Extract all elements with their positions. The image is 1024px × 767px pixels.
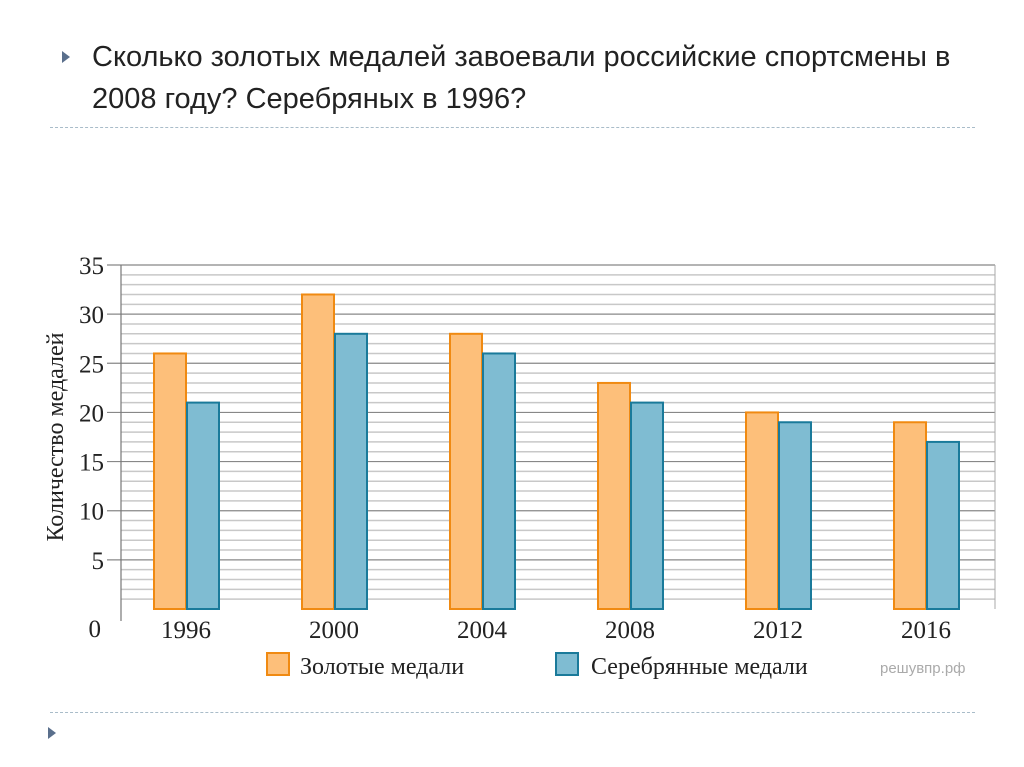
bar-gold (449, 332, 483, 610)
legend-swatch-silver (555, 652, 579, 676)
y-tick-label: 25 (79, 351, 104, 378)
y-tick-label: 0 (89, 616, 102, 643)
y-tick-label: 35 (79, 253, 104, 280)
bar-gold (893, 421, 927, 610)
divider-top (50, 127, 975, 128)
bar-gold (301, 293, 335, 610)
x-tick-label: 2004 (457, 617, 508, 644)
watermark: решувпр.рф (880, 660, 966, 677)
x-tick-label: 2000 (309, 617, 359, 644)
y-tick-label: 5 (92, 548, 105, 575)
y-tick-label: 15 (79, 450, 104, 477)
slide-title: Сколько золотых медалей завоевали россий… (92, 41, 951, 115)
bar-silver (926, 440, 960, 610)
y-tick-label: 20 (79, 400, 104, 427)
bullet-icon (48, 727, 56, 739)
bullet-icon (62, 51, 70, 63)
divider-bottom (50, 712, 975, 713)
x-tick-label: 2008 (605, 617, 655, 644)
bar-silver (630, 401, 664, 610)
bar-silver (334, 332, 368, 610)
bar-silver (186, 401, 220, 610)
legend-label-gold: Золотые медали (300, 654, 464, 680)
bar-gold (597, 381, 631, 611)
x-tick-label: 2016 (901, 617, 951, 644)
y-axis-label: Количество медалей (43, 332, 69, 541)
y-tick-label: 30 (79, 302, 104, 329)
x-tick-label: 1996 (161, 617, 211, 644)
legend: Золотые медали Серебрянные медали (266, 652, 808, 680)
y-tick-label: 10 (79, 499, 104, 526)
legend-label-silver: Серебрянные медали (591, 654, 808, 680)
bar-gold (745, 411, 779, 610)
legend-swatch-gold (266, 652, 290, 676)
bar-silver (482, 352, 516, 611)
x-tick-label: 2012 (753, 617, 803, 644)
bar-silver (778, 421, 812, 610)
bar-gold (153, 352, 187, 611)
